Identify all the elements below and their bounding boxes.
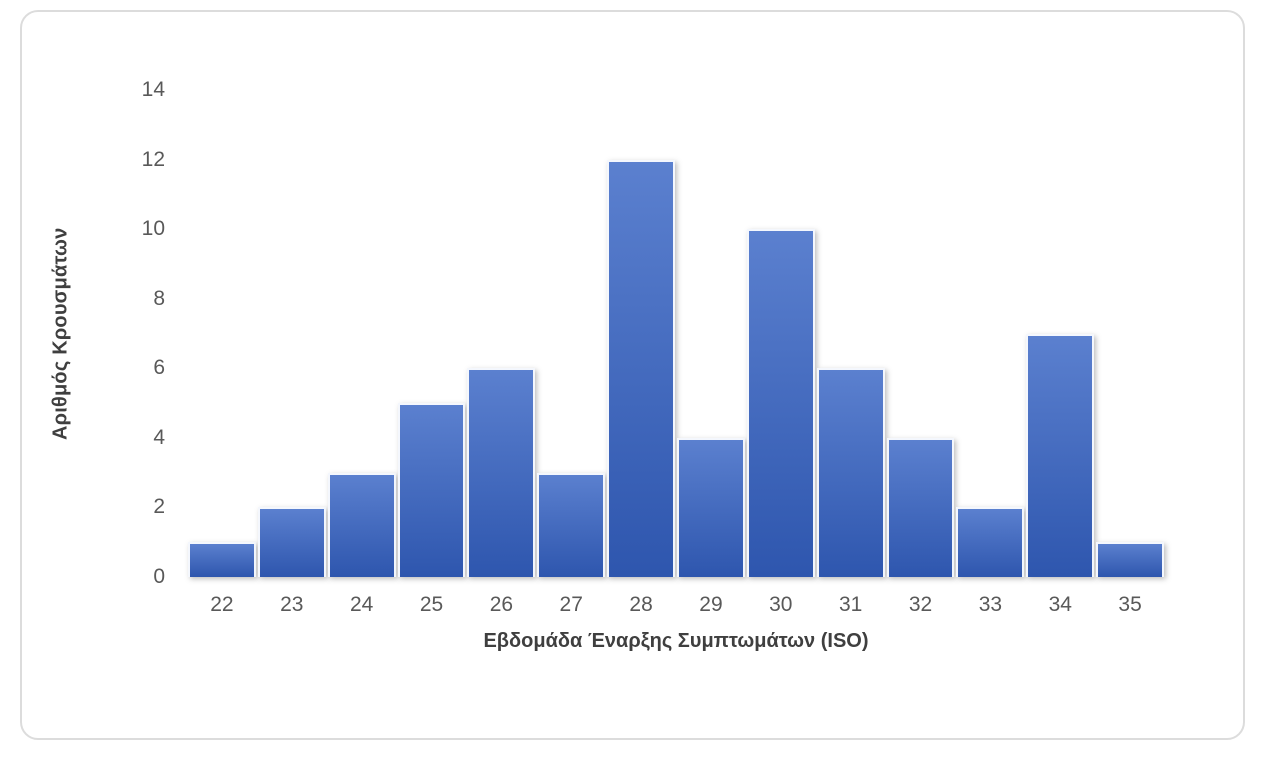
x-tick-label: 27 <box>559 593 583 616</box>
bar-week-27 <box>537 472 606 577</box>
x-tick-label: 29 <box>699 593 723 616</box>
x-axis-ticks: 22 23 24 25 26 27 28 29 30 31 32 33 34 35 <box>187 592 1165 618</box>
x-tick-label: 31 <box>838 593 863 616</box>
x-tick-label: 33 <box>978 593 1003 616</box>
bar-slot <box>187 90 257 577</box>
x-tick-label: 32 <box>908 593 933 616</box>
x-tick-label: 22 <box>210 593 234 616</box>
x-axis-title: Εβδομάδα Έναρξης Συμπτωμάτων (ISO) <box>483 630 869 652</box>
y-tick-label: 6 <box>153 356 165 380</box>
x-tick-label: 34 <box>1048 593 1072 616</box>
bar-week-26 <box>467 368 536 577</box>
bar-week-33 <box>956 507 1025 577</box>
bar-week-25 <box>397 403 466 577</box>
bar-week-28 <box>607 159 676 577</box>
x-tick-label: 24 <box>349 593 374 616</box>
y-tick-label: 8 <box>153 286 165 310</box>
bar-week-31 <box>816 368 885 577</box>
bar-slot <box>397 90 467 577</box>
x-tick-label: 23 <box>280 593 304 616</box>
bar-slot <box>257 90 327 577</box>
bar-week-35 <box>1096 542 1165 577</box>
bar-slot <box>466 90 536 577</box>
bar-week-34 <box>1026 333 1095 577</box>
y-tick-label: 4 <box>153 425 165 449</box>
bar-slot <box>1025 90 1095 577</box>
bar-week-29 <box>677 437 745 577</box>
bar-slot <box>676 90 746 577</box>
bar-week-23 <box>257 507 326 577</box>
bar-slot <box>536 90 606 577</box>
y-tick-label: 0 <box>153 565 165 588</box>
y-tick-label: 14 <box>141 78 165 101</box>
x-tick-label: 26 <box>489 593 514 616</box>
y-tick-label: 12 <box>141 147 165 171</box>
bar-week-30 <box>746 229 815 577</box>
x-tick-label: 35 <box>1118 593 1142 616</box>
bar-slot <box>1095 90 1165 577</box>
bar-slot <box>955 90 1025 577</box>
bar-week-24 <box>327 472 396 577</box>
bar-week-22 <box>188 542 256 577</box>
x-tick-label: 25 <box>419 593 444 616</box>
bar-slot <box>746 90 816 577</box>
plot-area <box>187 90 1165 577</box>
bar-slot <box>886 90 956 577</box>
bar-slot <box>327 90 397 577</box>
chart-card: Αριθμός Κρουσμάτων 0 2 4 6 8 10 12 14 22 23 24 25 2… <box>20 10 1245 740</box>
x-tick-label: 28 <box>629 593 653 616</box>
y-axis-ticks: 0 2 4 6 8 10 12 14 <box>22 78 165 588</box>
y-tick-label: 10 <box>141 217 165 241</box>
bar-slot <box>606 90 676 577</box>
x-tick-label: 30 <box>769 593 793 616</box>
y-tick-label: 2 <box>153 495 165 519</box>
bar-week-32 <box>886 437 955 577</box>
bar-slot <box>816 90 886 577</box>
